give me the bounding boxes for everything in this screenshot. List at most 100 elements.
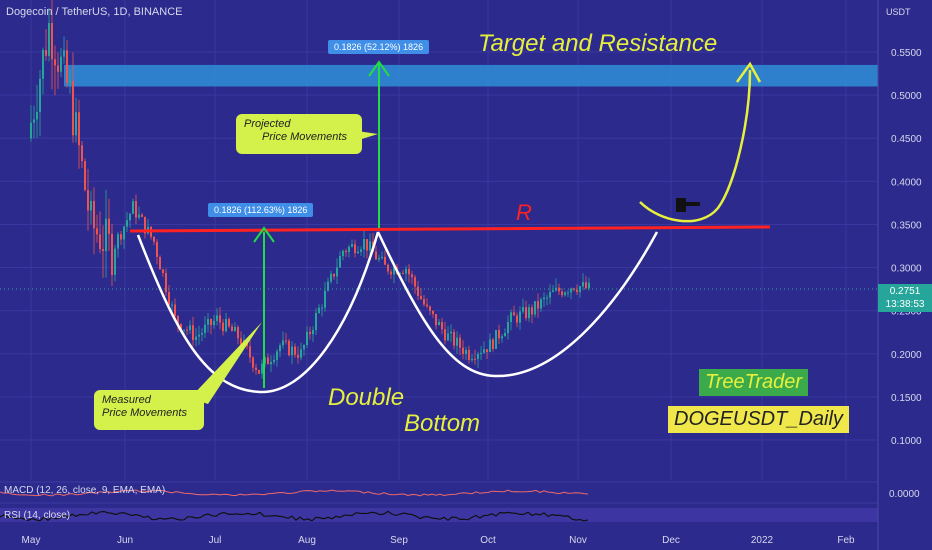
projected-callout-line1: Projected: [244, 118, 291, 130]
candle-body: [114, 248, 116, 275]
macd-label: MACD (12, 26, close, 9, EMA, EMA): [4, 485, 166, 496]
candle-body: [183, 329, 185, 331]
candle-body: [537, 301, 539, 309]
resistance-label: R: [516, 200, 532, 225]
candle-body: [513, 312, 515, 316]
candle-body: [426, 304, 428, 307]
candle-body: [504, 333, 506, 337]
candle-body: [270, 362, 272, 365]
candle-body: [315, 313, 317, 331]
candle-body: [588, 282, 590, 289]
projection-curve: [639, 69, 752, 223]
candle-body: [294, 346, 296, 355]
candle-body: [165, 273, 167, 293]
x-tick-label: 2022: [751, 535, 774, 546]
candle-body: [267, 357, 269, 365]
candle-body: [189, 325, 191, 331]
candle-body: [333, 273, 335, 277]
candle-body: [492, 339, 494, 349]
candle-body: [78, 112, 80, 146]
projected-callout-line2: Price Movements: [262, 131, 347, 143]
candle-body: [168, 292, 170, 305]
rsi-label: RSI (14, close): [4, 510, 71, 521]
candle-body: [102, 249, 104, 252]
candle-body: [126, 220, 128, 227]
candle-body: [285, 340, 287, 342]
candle-body: [384, 256, 386, 265]
candle-body: [153, 236, 155, 242]
candle-body: [66, 50, 68, 83]
candle-body: [501, 336, 503, 339]
candle-body: [459, 337, 461, 348]
candle-body: [318, 307, 320, 314]
x-tick-label: Oct: [480, 535, 496, 546]
candle-body: [90, 200, 92, 211]
candle-body: [96, 228, 98, 235]
y-tick-label: 0.1000: [891, 436, 922, 447]
candle-body: [351, 244, 353, 247]
x-tick-label: May: [22, 535, 41, 546]
candle-body: [204, 324, 206, 333]
candle-body: [306, 331, 308, 346]
x-tick-label: Sep: [390, 535, 408, 546]
candle-body: [249, 346, 251, 358]
candle-body: [219, 315, 221, 323]
pattern-label-line2: Bottom: [404, 410, 481, 437]
candle-body: [483, 349, 485, 353]
candle-body: [447, 333, 449, 341]
candle-body: [45, 50, 47, 56]
candle-body: [363, 239, 365, 250]
candle-body: [111, 233, 113, 275]
candle-body: [156, 241, 158, 257]
candle-body: [300, 349, 302, 358]
first-bottom-curve: [136, 231, 380, 394]
candle-body: [120, 234, 122, 240]
candle-body: [567, 292, 569, 294]
measured-callout-line2: Price Movements: [102, 407, 187, 419]
candle-body: [510, 312, 512, 322]
second-bottom-curve: [376, 231, 659, 378]
candle-body: [225, 319, 227, 332]
candle-body: [498, 330, 500, 339]
candle-body: [288, 340, 290, 356]
measured-callout-pointer: [190, 322, 262, 404]
candle-body: [261, 363, 263, 374]
measure-label-first: 0.1826 (112.63%) 1826: [208, 203, 314, 217]
candle-body: [561, 291, 563, 296]
candle-body: [108, 218, 110, 234]
macd-line: [0, 489, 589, 497]
candle-body: [474, 358, 476, 360]
candle-body: [471, 358, 473, 361]
candle-body: [60, 56, 62, 72]
candle-body: [438, 321, 440, 326]
measured-arrowhead: [253, 226, 275, 243]
projection-arrowhead: [735, 61, 762, 83]
candle-body: [570, 288, 572, 293]
x-tick-label: Aug: [298, 535, 316, 546]
candle-body: [42, 50, 44, 79]
candle-body: [33, 119, 35, 123]
candle-body: [324, 290, 326, 308]
candle-body: [417, 286, 419, 296]
candle-body: [207, 319, 209, 325]
candle-body: [81, 145, 83, 162]
candlesticks: [30, 0, 590, 379]
candle-body: [381, 256, 383, 259]
candle-body: [99, 234, 101, 250]
candle-body: [159, 256, 161, 270]
x-tick-label: Dec: [662, 535, 680, 546]
y-tick-label: 0.4500: [891, 134, 922, 145]
candle-body: [321, 307, 323, 309]
candle-body: [30, 122, 32, 139]
pattern-label-line1: Double: [328, 384, 405, 411]
candle-body: [369, 241, 371, 251]
candle-body: [57, 65, 59, 72]
candle-body: [309, 331, 311, 335]
candle-body: [201, 332, 203, 335]
candle-body: [228, 319, 230, 327]
candle-body: [63, 50, 65, 57]
hammer-icon: [676, 198, 700, 212]
candle-body: [192, 325, 194, 340]
candle-body: [123, 226, 125, 240]
